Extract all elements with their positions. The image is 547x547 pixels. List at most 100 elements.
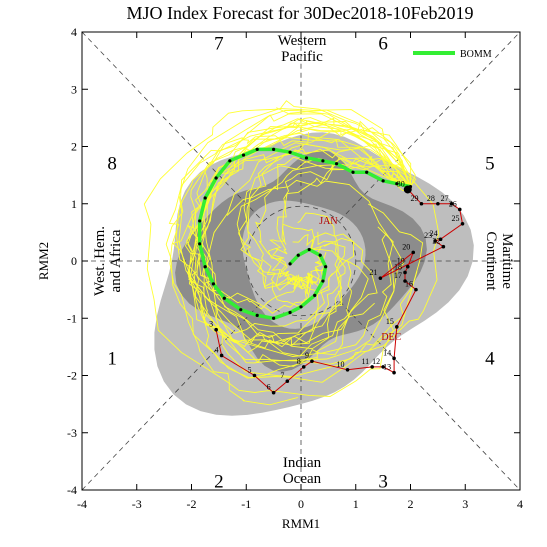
phase-number: 6 [378,33,388,54]
ensemble-member-line [188,137,411,364]
observed-day-label: 14 [383,348,391,357]
observed-point [438,237,443,242]
x-tick-label: 2 [408,497,414,511]
bomm-point [351,170,355,174]
x-axis-label: RMM1 [282,516,320,531]
ensemble-member-line [197,132,411,344]
phase-guide-line [81,301,263,491]
observed-day-label: 23 [424,231,432,240]
observed-day-label: 11 [361,357,369,366]
observed-day-label: 15 [386,317,394,326]
phase-guide-line [81,31,263,221]
y-tick-label: 0 [71,254,77,268]
observed-point [419,201,424,206]
observed-point [436,201,440,206]
bomm-point [288,310,292,315]
observed-day-label: 6 [267,383,271,392]
observed-point [214,327,218,332]
envelope-center [242,200,366,329]
observed-point [310,359,314,363]
observed-point [457,207,462,212]
bomm-point [198,242,202,246]
bomm-line [197,147,411,321]
x-tick-label: -1 [241,497,251,511]
bomm-point [239,308,243,312]
bomm-point [313,293,317,297]
observed-day-label: 9 [305,351,309,360]
y-tick-label: -2 [67,369,77,383]
observed-point [414,287,418,292]
bomm-point [395,182,399,186]
bomm-point [272,147,276,151]
y-tick-label: 3 [71,82,77,96]
bomm-point [222,296,226,300]
observed-point [219,353,224,358]
phase-guides [81,31,521,491]
x-tick-label: 4 [517,497,523,511]
y-axis-label: RMM2 [36,242,51,280]
observed-day-label: 30 [397,179,405,188]
y-tick-label: -1 [67,311,77,325]
observed-day-label: 19 [397,257,405,266]
month-label: JAN [319,216,337,227]
bomm-point [299,305,303,309]
observed-point [392,370,396,375]
observed-point [441,244,446,249]
legend-label: BOMM [460,49,492,60]
month-label: DEC [381,332,401,343]
phase-number: 5 [485,154,495,175]
bomm-point [203,196,207,200]
region-maritime-line1: Maritime [499,233,515,289]
bomm-point [241,153,246,157]
bomm-point [307,247,311,252]
bomm-point [255,147,259,151]
phase-number: 4 [485,348,495,369]
bomm-point [214,176,218,180]
ensemble-member-line [206,142,411,350]
bomm-point [334,162,339,166]
observed-day-label: 5 [247,366,251,375]
observed-day-label: 28 [427,194,435,203]
observed-day-label: 18 [394,262,402,271]
observed-point [403,279,407,283]
phase-number: 1 [107,348,117,369]
observed-point [460,221,465,226]
observed-day-label: 4 [215,345,219,354]
bomm-point [255,313,259,317]
bomm-point [304,156,309,160]
observed-point [381,365,385,369]
observed-day-label: 8 [297,357,301,366]
bomm-point [288,150,292,154]
x-tick-label: -3 [132,497,142,511]
phase-number: 8 [107,154,117,175]
bomm-point [228,159,232,163]
ensemble-member-line [203,123,416,334]
region-labels: Western Pacific Indian Ocean West. Hem. … [92,33,515,487]
observed-day-label: 13 [383,363,391,372]
legend: BOMM [413,49,492,60]
phase-guide-line [339,301,521,491]
observed-track: 3456789101112131415161718192021222324252… [209,179,465,395]
x-tick-label: -4 [77,497,87,511]
observed-day-label: 3 [209,320,213,329]
bomm-point [324,265,328,269]
bomm-point [365,170,369,174]
ensemble-member-line [168,132,411,406]
bomm-point [211,282,215,286]
observed-point [405,264,410,269]
region-west-hem-line1: West. Hem. [92,226,108,296]
observed-day-label: 20 [402,242,410,251]
observed-day-label: 17 [394,271,402,280]
bomm-point [272,316,276,320]
phase-number: 7 [214,33,224,54]
bomm-point [288,262,292,266]
x-tick-label: 0 [298,497,304,511]
forecast-envelope [154,132,474,416]
observed-point [433,239,437,243]
ensemble-member-line [187,149,411,367]
month-labels: DEC JAN [319,216,401,343]
region-west-hem-line2: and Africa [108,229,124,292]
observed-point [449,201,454,206]
